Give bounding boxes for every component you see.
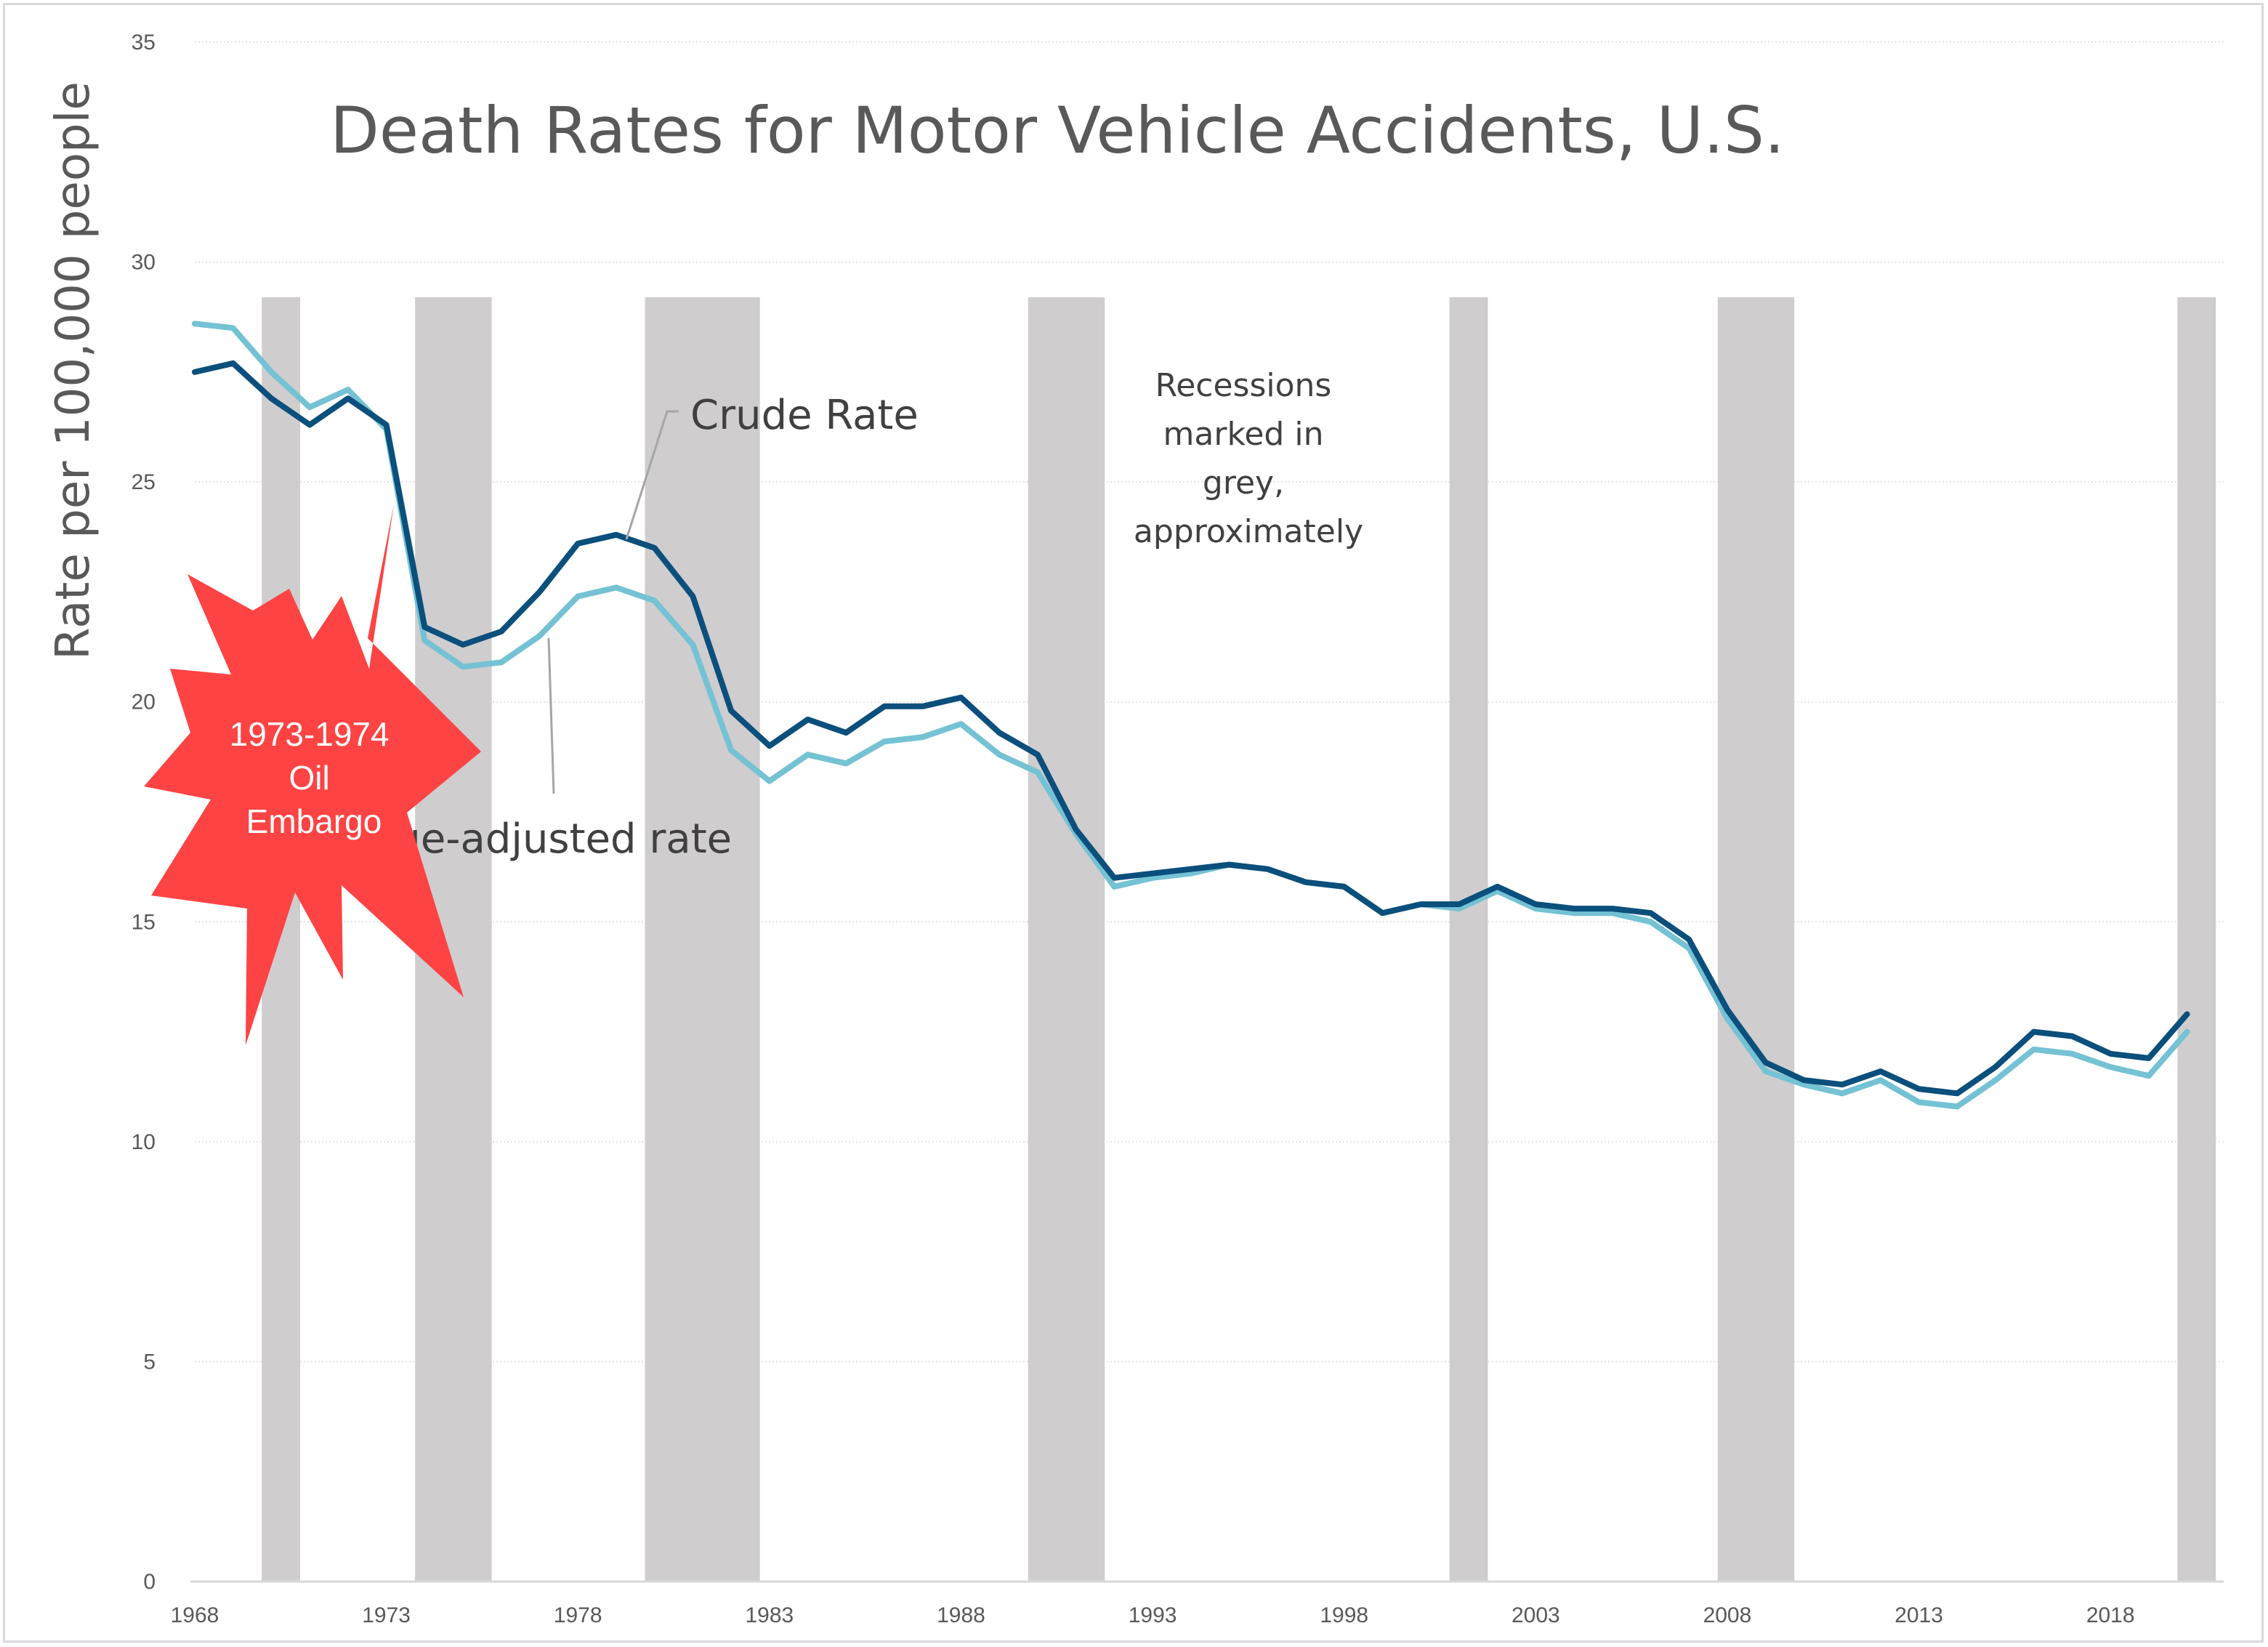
y-tick-label: 10 — [132, 1130, 156, 1154]
recession-note: Recessions marked in grey, approximately — [1134, 367, 1363, 550]
recession-note-line: grey, — [1203, 464, 1284, 502]
y-axis-ticks: 0 5 10 15 20 25 30 35 — [132, 31, 156, 1594]
x-tick-label: 1998 — [1320, 1603, 1368, 1627]
recession-bands — [262, 297, 2216, 1582]
x-tick-label: 1968 — [171, 1603, 219, 1627]
recession-band — [1717, 297, 1795, 1582]
y-tick-label: 35 — [132, 31, 156, 55]
series-line-crude-rate — [192, 360, 2190, 1097]
x-tick-label: 2003 — [1512, 1603, 1560, 1627]
recession-band — [2177, 297, 2216, 1582]
x-tick-label: 1973 — [362, 1603, 411, 1627]
x-tick-label: 2018 — [2086, 1603, 2135, 1627]
oil-embargo-line: 1973-1974 — [230, 715, 390, 753]
oil-embargo-line: Embargo — [246, 802, 382, 840]
recession-band — [645, 297, 760, 1582]
y-tick-label: 20 — [132, 690, 156, 714]
recession-note-line: approximately — [1134, 513, 1363, 550]
oil-embargo-starburst — [144, 504, 481, 1045]
recession-band — [1449, 297, 1488, 1582]
y-axis-label: Rate per 100,000 people — [47, 81, 100, 660]
y-tick-label: 5 — [143, 1350, 156, 1374]
oil-embargo-label: 1973-1974 Oil Embargo — [230, 715, 399, 840]
age-adjusted-label: Age-adjusted rate — [367, 816, 732, 863]
oil-embargo-line: Oil — [288, 759, 329, 797]
y-tick-label: 25 — [132, 470, 156, 494]
x-tick-label: 1988 — [937, 1603, 985, 1627]
x-tick-label: 2008 — [1703, 1603, 1752, 1627]
crude-rate-leader-line — [625, 410, 679, 540]
y-tick-label: 0 — [143, 1570, 156, 1594]
x-tick-label: 2013 — [1894, 1603, 1943, 1627]
age-adjusted-leader-line — [547, 637, 555, 794]
x-tick-label: 1983 — [745, 1603, 794, 1627]
x-tick-label: 1978 — [554, 1603, 602, 1627]
chart-frame — [3, 3, 2264, 1643]
recession-note-line: marked in — [1163, 416, 1324, 453]
recession-note-line: Recessions — [1155, 367, 1332, 404]
gridlines — [195, 41, 2224, 1363]
crude-rate-label: Crude Rate — [690, 392, 919, 439]
recession-band — [1028, 297, 1105, 1582]
x-axis-ticks: 1968 1973 1978 1983 1988 1993 1998 2003 2008 2013… — [171, 1603, 2135, 1627]
chart-title: Death Rates for Motor Vehicle Accidents,… — [330, 93, 1785, 168]
series-line-age-adjusted-rate — [192, 321, 2190, 1110]
x-tick-label: 1993 — [1129, 1603, 1177, 1627]
series-lines — [192, 321, 2190, 1110]
y-tick-label: 30 — [132, 251, 156, 275]
y-tick-label: 15 — [132, 910, 156, 934]
